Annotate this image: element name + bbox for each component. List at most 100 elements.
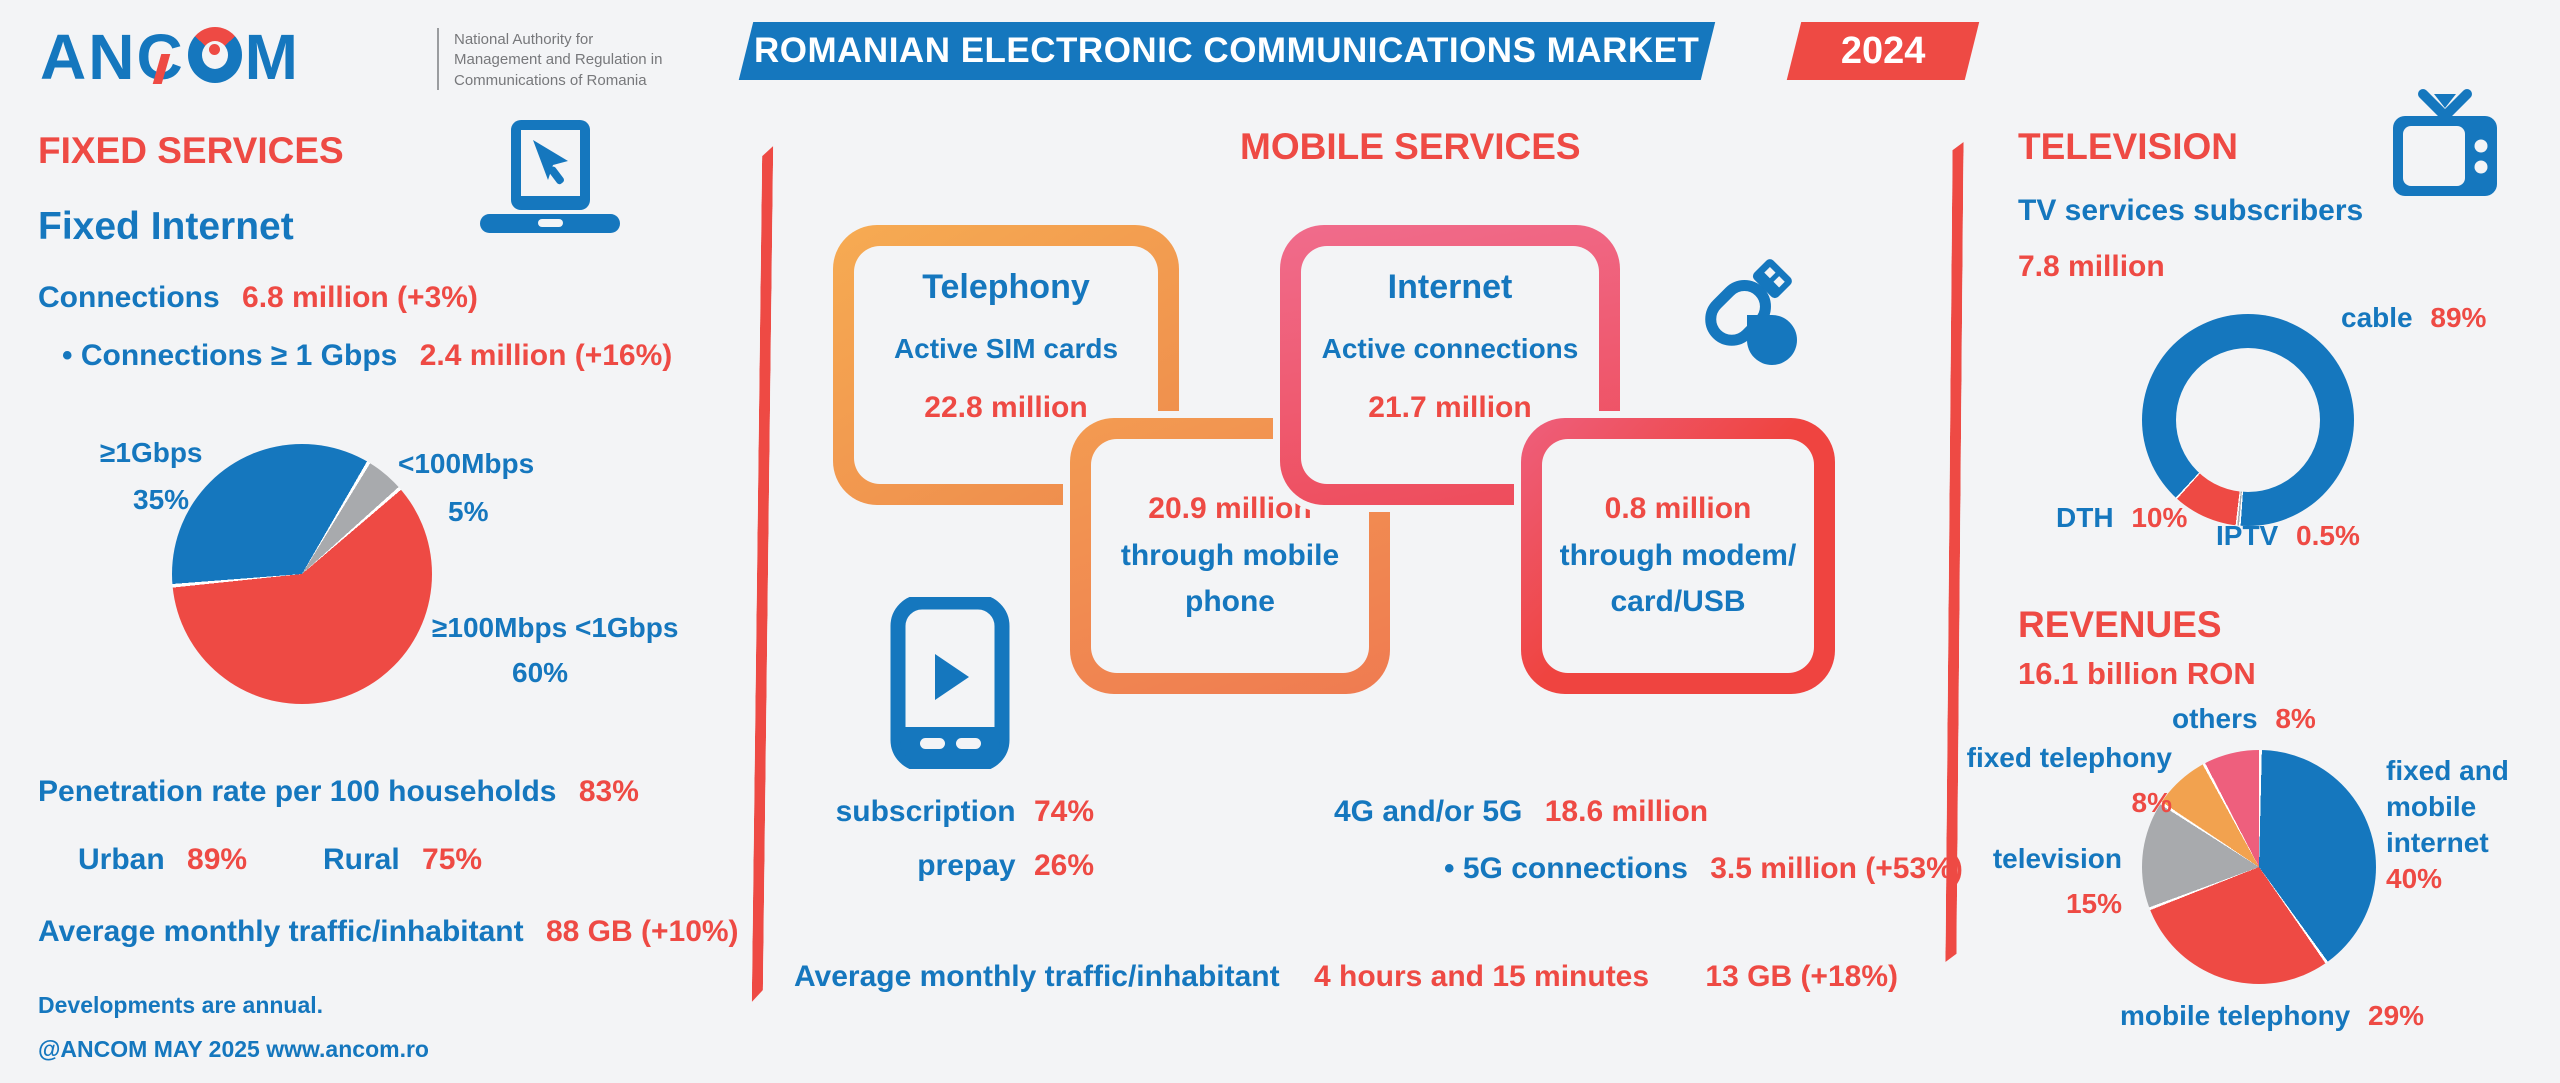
via-phone-value: 20.9 million: [1148, 492, 1312, 526]
telephony-sub: Active SIM cards: [893, 333, 1119, 365]
cable-line: cable 89%: [2341, 302, 2486, 334]
pie1-value-lt100: 5%: [448, 496, 489, 527]
prepay-value: 26%: [1033, 849, 1094, 882]
via-modem-line2: card/USB: [1610, 585, 1746, 619]
gbps-connections-label: • Connections ≥ 1 Gbps: [62, 339, 398, 372]
4g5g-value: 18.6 million: [1544, 795, 1709, 828]
pie1-label-mid: ≥100Mbps <1Gbps: [432, 612, 679, 643]
via-modem-value: 0.8 million: [1604, 492, 1752, 526]
year-badge: 2024: [1786, 22, 1980, 80]
iptv-value: 0.5%: [2296, 520, 2360, 551]
divider-left: [752, 146, 773, 1002]
urban-label: Urban: [78, 843, 165, 876]
cable-value: 89%: [2430, 302, 2487, 333]
dth-value: 10%: [2131, 502, 2188, 533]
mobile-traffic-gb: 13 GB (+18%): [1705, 960, 1898, 993]
penetration-value: 83%: [578, 775, 639, 808]
tv-subscribers-label: TV services subscribers: [2018, 194, 2364, 227]
urban-line: Urban 89%: [78, 843, 247, 878]
telephony-title: Telephony: [922, 268, 1090, 306]
logo-o-wifi-icon: [187, 27, 242, 83]
laptop-icon: [480, 120, 620, 233]
fixed-connections-line: Connections 6.8 million (+3%): [38, 281, 478, 316]
4g5g-line: 4G and/or 5G 18.6 million: [1334, 795, 1708, 830]
mobile-telephony-label: mobile telephony: [2120, 1000, 2351, 1031]
footer-credit: @ANCOM MAY 2025 www.ancom.ro: [38, 1036, 429, 1062]
5g-value: 3.5 million (+53%): [1710, 852, 1963, 885]
pie1-label-lt100: <100Mbps: [398, 448, 535, 479]
fixed-gbps-line: • Connections ≥ 1 Gbps 2.4 million (+16%…: [62, 339, 672, 374]
fixed-telephony-value: 8%: [2131, 787, 2172, 818]
rural-label: Rural: [323, 843, 400, 876]
mobile-phone-icon: [890, 597, 1010, 769]
subscription-line: subscription 74%: [830, 795, 1094, 830]
title-banner: ROMANIAN ELECTRONIC COMMUNICATIONS MARKE…: [738, 22, 1716, 80]
mobile-internet-value: 21.7 million: [1368, 391, 1532, 425]
dth-label: DTH: [2056, 502, 2114, 533]
pie1-label-1gbps: ≥1Gbps: [100, 437, 203, 468]
revenues-internet-line3: internet: [2386, 827, 2489, 858]
revenues-tv-value: 15%: [2065, 888, 2122, 919]
year-badge-text: 2024: [1840, 29, 1926, 72]
logo-separator: [437, 28, 439, 90]
prepay-line: prepay 26%: [830, 849, 1094, 884]
revenues-heading: REVENUES: [2018, 604, 2222, 645]
title-banner-text: ROMANIAN ELECTRONIC COMMUNICATIONS MARKE…: [754, 31, 1700, 70]
others-value: 8%: [2275, 703, 2316, 734]
television-heading: TELEVISION: [2018, 126, 2238, 167]
logo-tagline: National Authority for Management and Re…: [454, 31, 663, 89]
fixed-traffic-value: 88 GB (+10%): [545, 915, 739, 948]
tv-icon: [2393, 89, 2497, 196]
mobile-traffic-time: 4 hours and 15 minutes: [1313, 960, 1650, 993]
penetration-label: Penetration rate per 100 households: [38, 775, 557, 808]
ancom-logo: ANC M: [40, 20, 300, 94]
fixed-services-heading: FIXED SERVICES: [38, 130, 344, 171]
fixed-internet-subheading: Fixed Internet: [38, 205, 294, 248]
others-line: others 8%: [2172, 703, 2316, 735]
mobile-services-heading: MOBILE SERVICES: [1240, 126, 1581, 167]
dth-line: DTH 10%: [2056, 502, 2187, 534]
fixed-telephony-label: fixed telephony: [1966, 742, 2172, 773]
footer-note: Developments are annual.: [38, 992, 324, 1018]
subscription-label: subscription: [835, 795, 1016, 828]
revenues-internet-line2: mobile: [2386, 791, 2477, 822]
revenues-tv-label: television: [1992, 843, 2122, 874]
rural-line: Rural 75%: [323, 843, 482, 878]
mobile-internet-title: Internet: [1387, 268, 1513, 306]
connections-label: Connections: [38, 281, 220, 314]
revenues-pie-chart: [2142, 750, 2376, 984]
4g5g-label: 4G and/or 5G: [1334, 795, 1523, 828]
5g-label: • 5G connections: [1444, 852, 1688, 885]
mobile-telephony-value: 29%: [2368, 1000, 2425, 1031]
usb-stick-icon: [1705, 259, 1797, 365]
via-phone-frame: 20.9 million through mobile phone: [1070, 418, 1390, 694]
connections-value: 6.8 million (+3%): [242, 281, 478, 314]
telephony-value: 22.8 million: [924, 391, 1088, 425]
donut-hole: [2176, 348, 2320, 492]
cable-label: cable: [2341, 302, 2413, 333]
mobile-traffic-line: Average monthly traffic/inhabitant 4 hou…: [794, 960, 1898, 995]
tv-subscribers-value: 7.8 million: [2018, 250, 2165, 283]
5g-line: • 5G connections 3.5 million (+53%): [1444, 852, 1963, 887]
pie1-value-mid: 60%: [512, 657, 569, 688]
via-phone-line1: through mobile: [1120, 538, 1340, 572]
pie1-value-1gbps: 35%: [133, 484, 190, 515]
gbps-connections-value: 2.4 million (+16%): [419, 339, 673, 372]
mobile-telephony-line: mobile telephony 29%: [2120, 1000, 2424, 1032]
fixed-traffic-label: Average monthly traffic/inhabitant: [38, 915, 524, 948]
mobile-traffic-label: Average monthly traffic/inhabitant: [794, 960, 1280, 993]
divider-right: [1945, 142, 1963, 962]
iptv-label: IPTV: [2216, 520, 2279, 551]
via-phone-line2: phone: [1185, 585, 1275, 619]
fixed-traffic-line: Average monthly traffic/inhabitant 88 GB…: [38, 915, 739, 950]
tv-technology-donut-chart: [2142, 314, 2354, 526]
fixed-speed-pie-chart: [172, 444, 432, 704]
logo-letters-right: M: [244, 21, 300, 93]
iptv-line: IPTV 0.5%: [2216, 520, 2360, 552]
others-label: others: [2172, 703, 2258, 734]
penetration-line: Penetration rate per 100 households 83%: [38, 775, 639, 810]
revenues-internet-line1: fixed and: [2386, 755, 2509, 786]
subscription-value: 74%: [1033, 795, 1094, 828]
rural-value: 75%: [422, 843, 483, 876]
